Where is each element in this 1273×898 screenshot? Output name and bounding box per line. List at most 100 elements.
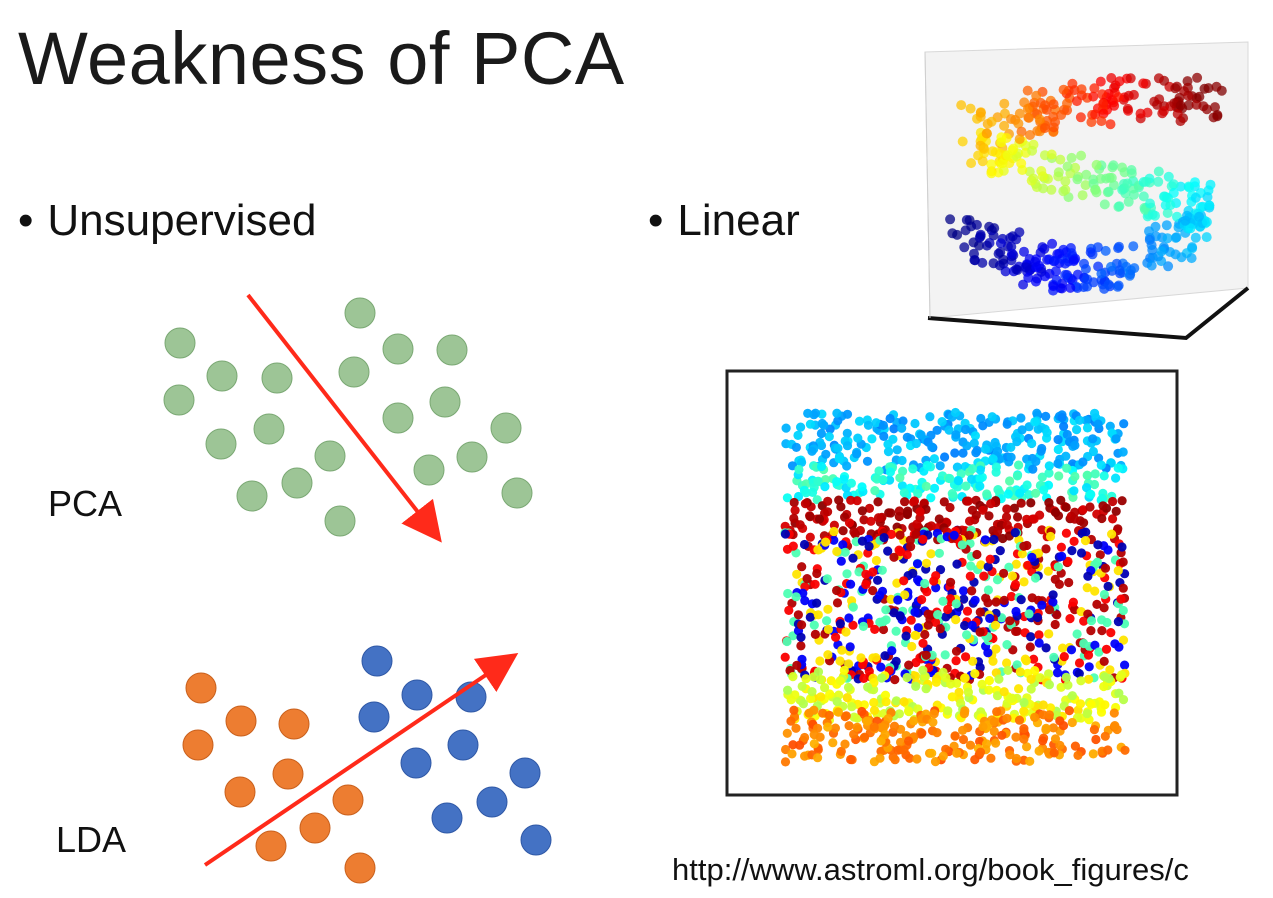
embedding-point xyxy=(833,707,844,717)
s-curve-point xyxy=(952,229,963,240)
embedding-point xyxy=(816,428,827,439)
embedding-point xyxy=(859,515,869,525)
s-curve-point xyxy=(1078,282,1089,293)
bullet-unsupervised: • Unsupervised xyxy=(18,196,316,246)
embedding-point xyxy=(1086,699,1096,709)
embedding-point xyxy=(1043,566,1053,576)
pca-point xyxy=(436,334,468,366)
embedding-point xyxy=(991,467,1001,477)
embedding-point xyxy=(782,493,793,503)
embedding-point xyxy=(883,447,894,457)
embedding-point xyxy=(879,431,889,441)
embedding-point xyxy=(1048,590,1058,600)
embedding-point xyxy=(951,599,961,609)
s-curve-point xyxy=(994,260,1005,271)
embedding-point xyxy=(1054,579,1064,590)
embedding-point xyxy=(1052,610,1062,620)
embedding-point xyxy=(1090,640,1100,650)
embedding-point xyxy=(1031,456,1041,466)
embedding-point xyxy=(844,518,855,528)
embedding-point xyxy=(843,682,854,693)
embedding-point xyxy=(1011,606,1021,617)
embedding-point xyxy=(878,723,888,733)
embedding-point xyxy=(1030,712,1040,723)
embedding-point xyxy=(921,481,931,491)
embedding-point xyxy=(1079,616,1089,626)
embedding-point xyxy=(834,454,844,464)
embedding-point xyxy=(1070,440,1080,450)
embedding-point xyxy=(869,697,879,708)
embedding-point xyxy=(920,578,930,589)
embedding-point xyxy=(975,481,985,491)
embedding-point xyxy=(881,697,891,707)
embedding-point xyxy=(815,656,825,666)
embedding-point xyxy=(807,687,817,697)
lda-label: LDA xyxy=(56,819,127,860)
source-url[interactable]: http://www.astroml.org/book_figures/c xyxy=(672,852,1189,887)
s-curve-point xyxy=(1092,242,1103,253)
embedding-point xyxy=(1103,581,1113,592)
embedding-point xyxy=(1114,642,1124,652)
s-curve-point xyxy=(1088,91,1099,102)
embedding-point xyxy=(969,438,979,448)
embedding-point xyxy=(841,627,851,637)
s-curve-point xyxy=(1202,192,1213,202)
embedding-point xyxy=(1026,674,1036,684)
embedding-point xyxy=(901,631,911,641)
lda-point-class-a xyxy=(185,672,217,704)
embedding-point xyxy=(1012,437,1022,447)
embedding-point xyxy=(1094,647,1104,657)
embedding-point xyxy=(991,644,1001,654)
embedding-point xyxy=(1113,463,1123,473)
embedding-point xyxy=(984,511,994,521)
embedding-point xyxy=(1010,579,1021,590)
embedding-point xyxy=(1012,660,1022,670)
embedding-point xyxy=(897,455,907,466)
embedding-point xyxy=(946,577,956,587)
embedding-point xyxy=(1037,443,1047,454)
embedding-point xyxy=(938,596,948,606)
s-curve-point xyxy=(1192,72,1203,83)
embedding-point xyxy=(959,594,969,604)
embedding-point xyxy=(1073,750,1083,761)
embedding-point xyxy=(833,416,843,426)
embedding-point xyxy=(794,464,804,475)
embedding-point xyxy=(800,499,811,509)
embedding-point xyxy=(1070,514,1080,524)
embedding-point xyxy=(789,497,799,508)
embedding-point xyxy=(800,596,810,606)
embedding-point xyxy=(1030,666,1040,676)
embedding-point xyxy=(997,730,1007,740)
lda-point-class-a xyxy=(255,830,287,862)
s-curve-point xyxy=(1114,241,1124,252)
embedding-point xyxy=(791,442,802,452)
s-curve-point xyxy=(1048,99,1059,110)
embedding-point xyxy=(992,575,1003,585)
embedding-plot xyxy=(725,369,1179,797)
embedding-point xyxy=(869,722,879,732)
embedding-point xyxy=(786,695,796,705)
s-curve-point xyxy=(1191,99,1202,110)
embedding-point xyxy=(949,530,959,540)
embedding-point xyxy=(835,619,846,629)
embedding-point xyxy=(844,721,854,731)
embedding-point xyxy=(810,629,821,640)
s-curve-point xyxy=(1128,241,1139,252)
s-curve-point xyxy=(1180,215,1191,226)
pca-point xyxy=(501,477,533,509)
embedding-point xyxy=(975,627,985,637)
embedding-point xyxy=(797,681,807,692)
embedding-point xyxy=(852,713,863,723)
embedding-point xyxy=(858,621,869,632)
embedding-point xyxy=(862,456,873,466)
embedding-point xyxy=(1113,566,1123,576)
embedding-point xyxy=(1002,658,1012,668)
s-curve-point xyxy=(1013,118,1024,129)
embedding-point xyxy=(1074,658,1085,668)
embedding-point xyxy=(1055,740,1065,751)
embedding-point xyxy=(1029,514,1039,524)
s-curve-point xyxy=(979,144,990,154)
embedding-point xyxy=(821,537,831,547)
embedding-point xyxy=(1016,498,1026,508)
s-curve-point xyxy=(1103,186,1114,197)
